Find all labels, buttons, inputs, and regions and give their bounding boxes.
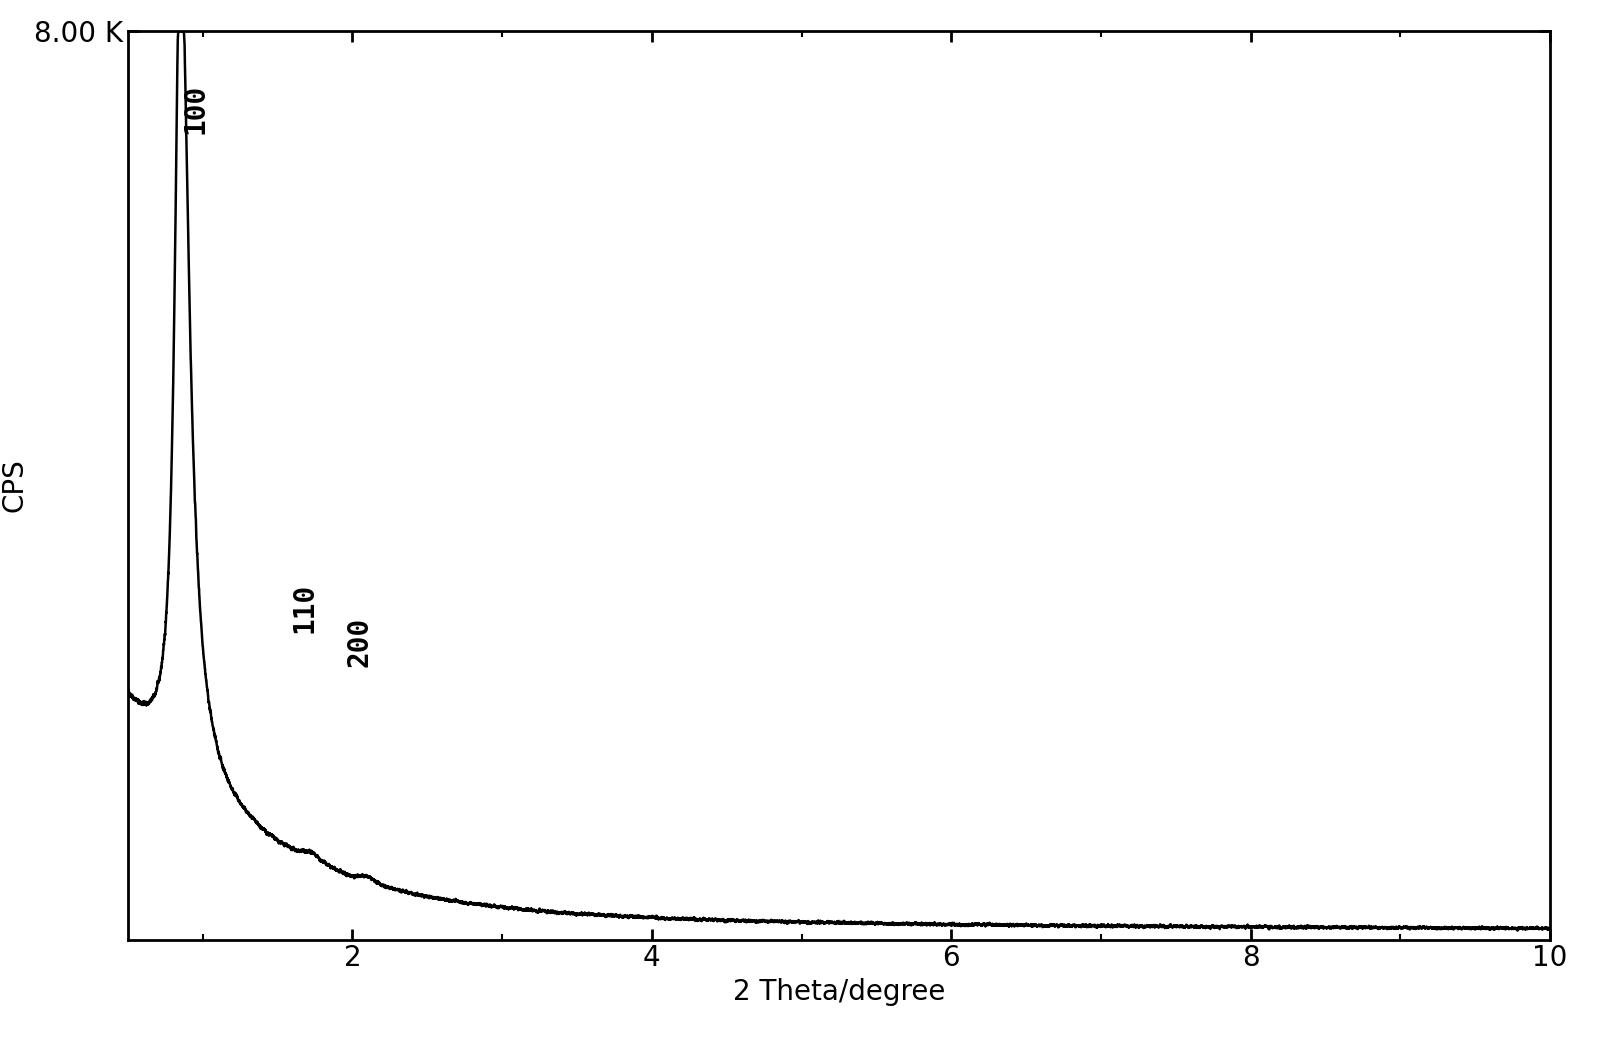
Y-axis label: CPS: CPS <box>0 458 29 513</box>
Text: 200: 200 <box>345 617 374 667</box>
X-axis label: 2 Theta/degree: 2 Theta/degree <box>733 978 944 1006</box>
Text: 110: 110 <box>291 583 318 633</box>
Text: 100: 100 <box>181 84 209 134</box>
